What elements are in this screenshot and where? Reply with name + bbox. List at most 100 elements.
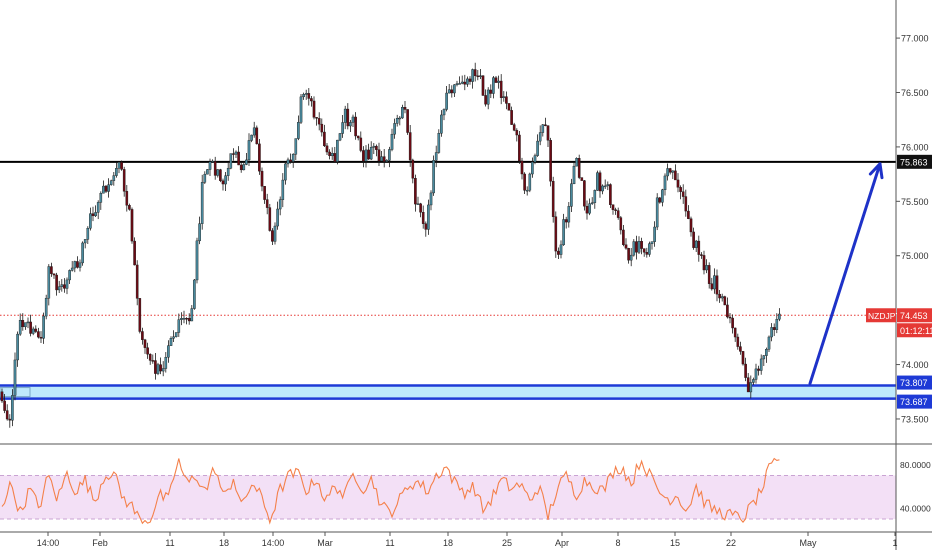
candle [167, 340, 170, 363]
candle [312, 96, 316, 120]
arrow-head[interactable] [868, 162, 884, 180]
candle [609, 183, 612, 209]
candle-body [317, 118, 321, 125]
candle-body [499, 80, 503, 98]
candle-body [411, 159, 415, 179]
candle-body [679, 187, 682, 192]
candle [367, 143, 370, 160]
candle [728, 313, 732, 324]
candle-body [190, 308, 194, 322]
candle-body [458, 83, 461, 85]
candle-body [622, 229, 625, 245]
candle [668, 167, 672, 175]
candle-body [286, 159, 290, 165]
candle [255, 125, 259, 145]
candle-body [341, 122, 344, 134]
support-zone[interactable] [0, 384, 896, 400]
candle [502, 91, 506, 102]
candle-body [531, 161, 534, 175]
time-axis[interactable]: 14:00 Feb 11 18 14:00 Mar 11 18 25 Apr 8 15 22 May 1 [37, 532, 898, 548]
candle-body [401, 107, 404, 119]
candle [606, 181, 610, 191]
candle [273, 222, 277, 245]
candle [68, 269, 71, 284]
candle [702, 250, 706, 275]
candle-body [744, 363, 747, 378]
candle [260, 167, 264, 192]
candle-body [385, 160, 389, 162]
candle [531, 157, 534, 178]
candle-body [432, 160, 435, 194]
candle-body [83, 239, 87, 244]
candle-body [700, 254, 703, 256]
candle [388, 146, 391, 168]
candle-body [328, 151, 331, 157]
candle [268, 203, 272, 232]
candle-body [364, 149, 368, 162]
support-top-price-label-text: 73.807 [900, 378, 928, 388]
candle-body [26, 321, 30, 324]
candle-body [122, 169, 126, 192]
candle [549, 137, 552, 187]
candle [450, 85, 454, 98]
candle [120, 160, 123, 171]
support-top-price-label: 73.807 [897, 375, 932, 390]
price-axis[interactable]: 77.000 76.500 76.000 75.500 75.000 74.000 73.5… [896, 34, 931, 514]
projection-arrow[interactable] [808, 162, 884, 386]
candle-body [271, 230, 274, 242]
candle [661, 188, 664, 207]
candle-body [57, 286, 61, 291]
candle [211, 159, 214, 163]
candle [148, 353, 152, 365]
candle [375, 144, 378, 157]
candle [453, 84, 456, 97]
candle-body [585, 205, 589, 214]
candle-body [16, 333, 19, 361]
candle [213, 156, 217, 180]
candle-body [52, 273, 56, 276]
candle-body [13, 359, 17, 396]
candle-body [479, 75, 482, 77]
candle [424, 221, 428, 237]
candle [83, 239, 87, 249]
candle [632, 239, 636, 257]
candle-body [416, 203, 420, 205]
candle [112, 171, 116, 186]
candle [57, 280, 61, 294]
candle [603, 179, 607, 190]
time-tick-label: 14:00 [262, 538, 285, 548]
candle [408, 124, 412, 167]
candle [544, 117, 547, 127]
candle-body [297, 122, 300, 139]
arrow-shaft[interactable] [808, 162, 882, 386]
candle-body [687, 210, 690, 219]
candle-body [219, 169, 222, 181]
candle-body [645, 252, 649, 255]
candle-body [221, 180, 225, 185]
candle [154, 352, 157, 380]
candle [5, 404, 9, 421]
candle-body [260, 170, 264, 187]
candle [447, 84, 451, 94]
candle [174, 332, 178, 338]
candle-body [388, 149, 391, 161]
candle [642, 248, 646, 257]
candle-body [762, 355, 766, 360]
candle [195, 237, 199, 284]
candle [575, 157, 578, 167]
candle-body [294, 138, 298, 155]
candle [138, 298, 142, 334]
candle [216, 168, 220, 178]
price-tick-label: 73.500 [901, 414, 929, 424]
candle-body [570, 183, 573, 207]
candle-body [427, 204, 430, 230]
candle-body [528, 173, 532, 191]
candle [377, 142, 381, 167]
countdown-text: 01:12:11 [900, 326, 932, 336]
candle-body [180, 318, 183, 320]
candle-body [767, 336, 771, 350]
candle [419, 202, 422, 218]
candle [567, 202, 571, 228]
